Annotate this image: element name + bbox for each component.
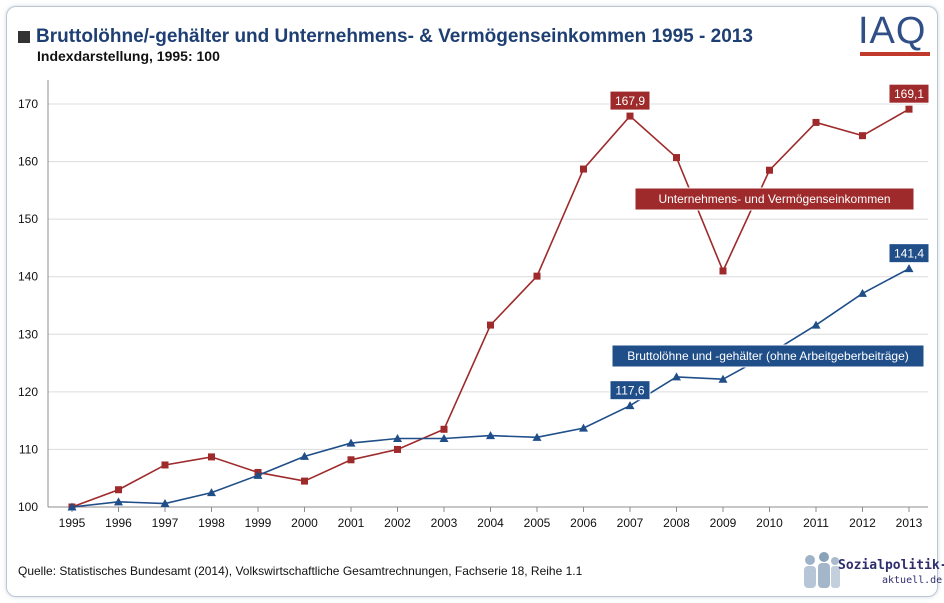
series-line-1 — [71, 267, 910, 508]
y-tick-label-130: 130 — [18, 327, 38, 341]
series-0-point-1997 — [161, 461, 169, 469]
series-1-point-2002 — [393, 433, 402, 442]
x-tick-label-2002: 2002 — [384, 516, 411, 530]
series-line-0 — [71, 108, 910, 508]
source-note: Quelle: Statistisches Bundesamt (2014), … — [18, 564, 583, 578]
x-tick-label-2007: 2007 — [617, 516, 644, 530]
y-tick-label-100: 100 — [18, 500, 38, 514]
series-1-point-1998 — [207, 488, 216, 497]
series-0-point-2005 — [533, 272, 541, 280]
value-label-2: 117,6 — [615, 384, 644, 398]
sozialpolitik-watermark: Sozialpolitik- aktuell.de — [800, 548, 944, 594]
y-tick-label-120: 120 — [18, 385, 38, 399]
value-label-box-0 — [609, 90, 651, 111]
series-1-point-2011 — [811, 320, 821, 329]
chart-title: Bruttolöhne/-gehälter und Unternehmens- … — [36, 26, 753, 47]
value-label-3: 141,4 — [894, 247, 924, 261]
series-0-point-2012 — [859, 132, 866, 140]
x-tick-label-1998: 1998 — [198, 516, 225, 530]
x-tick-label-2010: 2010 — [756, 516, 783, 530]
line-chart: 100 110 120 130 140 150 160 170 1995 1996 1997 1998… — [18, 80, 930, 530]
watermark-text: Sozialpolitik- — [838, 558, 944, 573]
y-tick-label-140: 140 — [18, 270, 38, 284]
value-label-0: 167,9 — [615, 94, 645, 108]
watermark-text-domain: aktuell.de — [882, 575, 943, 586]
series-0-point-1996 — [115, 486, 122, 494]
series-1-point-2004 — [486, 431, 495, 440]
iaq-logo: IAQ — [858, 10, 934, 56]
series-0-point-2010 — [766, 166, 773, 174]
series-label-box-0 — [634, 187, 915, 211]
value-label-box-3 — [888, 243, 930, 264]
x-tick-label-1995: 1995 — [59, 516, 86, 530]
series-1-point-2000 — [300, 451, 309, 460]
x-tick-label-2013: 2013 — [896, 516, 923, 530]
x-tick-label-2008: 2008 — [663, 516, 690, 530]
value-label-box-1 — [888, 83, 930, 104]
x-tick-label-2000: 2000 — [291, 516, 318, 530]
logo-text: IAQ — [858, 10, 927, 52]
series-1-point-2008 — [672, 372, 681, 381]
series-0-point-2009 — [719, 267, 727, 275]
logo-bar — [860, 52, 930, 56]
people-icon — [804, 552, 840, 588]
x-tick-label-2004: 2004 — [477, 516, 504, 530]
y-tick-label-160: 160 — [18, 155, 38, 169]
x-tick-label-2011: 2011 — [803, 516, 829, 530]
series-0-point-2003 — [440, 425, 448, 433]
series-0-point-2001 — [347, 456, 355, 464]
series-0-point-2000 — [301, 477, 308, 485]
series-1-point-1997 — [160, 499, 170, 508]
x-tick-label-2006: 2006 — [570, 516, 597, 530]
series-1-point-2007 — [625, 401, 635, 410]
series-1-point-2003 — [439, 433, 449, 442]
x-tick-label-1996: 1996 — [105, 516, 132, 530]
series-1-point-1995 — [67, 502, 77, 511]
x-tick-label-2005: 2005 — [524, 516, 551, 530]
x-tick-label-1999: 1999 — [245, 516, 272, 530]
series-0-point-2007 — [626, 112, 634, 120]
y-tick-label-170: 170 — [18, 97, 38, 111]
series-0-point-2013 — [905, 105, 913, 113]
series-1-point-1996 — [114, 497, 123, 506]
series-label-0: Unternehmens- und Vermögenseinkommen — [658, 192, 890, 206]
series-0-point-2008 — [673, 154, 680, 162]
y-tick-label-110: 110 — [19, 442, 38, 456]
value-label-box-2 — [609, 380, 651, 401]
series-1-point-2006 — [579, 423, 588, 432]
series-1-point-2009 — [718, 374, 728, 383]
series-1-point-2001 — [346, 438, 356, 447]
series-0-point-2011 — [812, 118, 820, 126]
series-1-point-2012 — [858, 288, 867, 297]
x-tick-label-2001: 2001 — [338, 516, 365, 530]
x-tick-label-2009: 2009 — [710, 516, 737, 530]
x-tick-label-2003: 2003 — [431, 516, 458, 530]
series-1-point-1999 — [253, 470, 263, 479]
series-label-box-1 — [611, 344, 925, 368]
value-label-1: 169,1 — [894, 87, 924, 101]
series-0-point-1998 — [208, 453, 215, 461]
series-label-1: Bruttolöhne und -gehälter (ohne Arbeitge… — [627, 349, 909, 363]
series-0-point-2002 — [394, 445, 401, 453]
series-1-point-2005 — [532, 432, 542, 441]
series-0-point-2004 — [487, 321, 494, 329]
series-1-point-2013 — [904, 264, 914, 273]
title-row: Bruttolöhne/-gehälter und Unternehmens- … — [18, 26, 753, 48]
x-tick-label-1997: 1997 — [152, 516, 179, 530]
title-bullet — [18, 31, 30, 43]
series-0-point-2006 — [580, 165, 587, 173]
chart-subtitle: Indexdarstellung, 1995: 100 — [37, 48, 220, 64]
y-tick-label-150: 150 — [18, 212, 38, 226]
x-tick-label-2012: 2012 — [849, 516, 876, 530]
